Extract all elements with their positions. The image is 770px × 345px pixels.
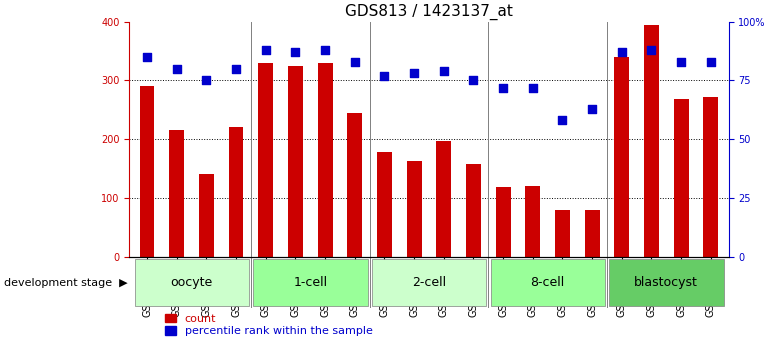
Bar	[584, 210, 600, 257]
Bar	[703, 97, 718, 257]
Bar	[377, 152, 392, 257]
Point	[200, 78, 213, 83]
Point	[230, 66, 243, 71]
Point	[586, 106, 598, 111]
Point	[497, 85, 509, 90]
Bar	[229, 127, 243, 257]
Legend: count, percentile rank within the sample: count, percentile rank within the sample	[165, 314, 373, 336]
Bar	[644, 24, 659, 257]
Point	[290, 50, 302, 55]
Point	[378, 73, 390, 79]
Point	[675, 59, 688, 65]
Title: GDS813 / 1423137_at: GDS813 / 1423137_at	[345, 4, 513, 20]
Bar	[555, 210, 570, 257]
Point	[349, 59, 361, 65]
FancyBboxPatch shape	[372, 259, 486, 306]
Point	[141, 54, 153, 60]
Text: oocyte: oocyte	[170, 276, 213, 289]
Bar	[318, 63, 333, 257]
Text: 1-cell: 1-cell	[293, 276, 327, 289]
Bar	[525, 186, 541, 257]
FancyBboxPatch shape	[490, 259, 605, 306]
Bar	[139, 86, 155, 257]
Bar	[199, 175, 214, 257]
Point	[705, 59, 717, 65]
Bar	[674, 99, 688, 257]
Bar	[259, 63, 273, 257]
Point	[259, 47, 272, 53]
FancyBboxPatch shape	[135, 259, 249, 306]
Point	[616, 50, 628, 55]
Bar	[169, 130, 184, 257]
Bar	[496, 187, 511, 257]
Text: blastocyst: blastocyst	[634, 276, 698, 289]
Bar	[347, 113, 362, 257]
FancyBboxPatch shape	[253, 259, 367, 306]
Point	[467, 78, 480, 83]
FancyBboxPatch shape	[609, 259, 724, 306]
Bar	[437, 141, 451, 257]
Bar	[614, 57, 629, 257]
Point	[527, 85, 539, 90]
Bar	[407, 161, 421, 257]
Point	[437, 68, 450, 74]
Bar	[288, 66, 303, 257]
Text: development stage  ▶: development stage ▶	[4, 278, 128, 288]
Point	[556, 118, 568, 123]
Point	[171, 66, 183, 71]
Point	[319, 47, 331, 53]
Point	[408, 71, 420, 76]
Text: 8-cell: 8-cell	[531, 276, 564, 289]
Text: 2-cell: 2-cell	[412, 276, 446, 289]
Bar	[466, 165, 480, 257]
Point	[645, 47, 658, 53]
